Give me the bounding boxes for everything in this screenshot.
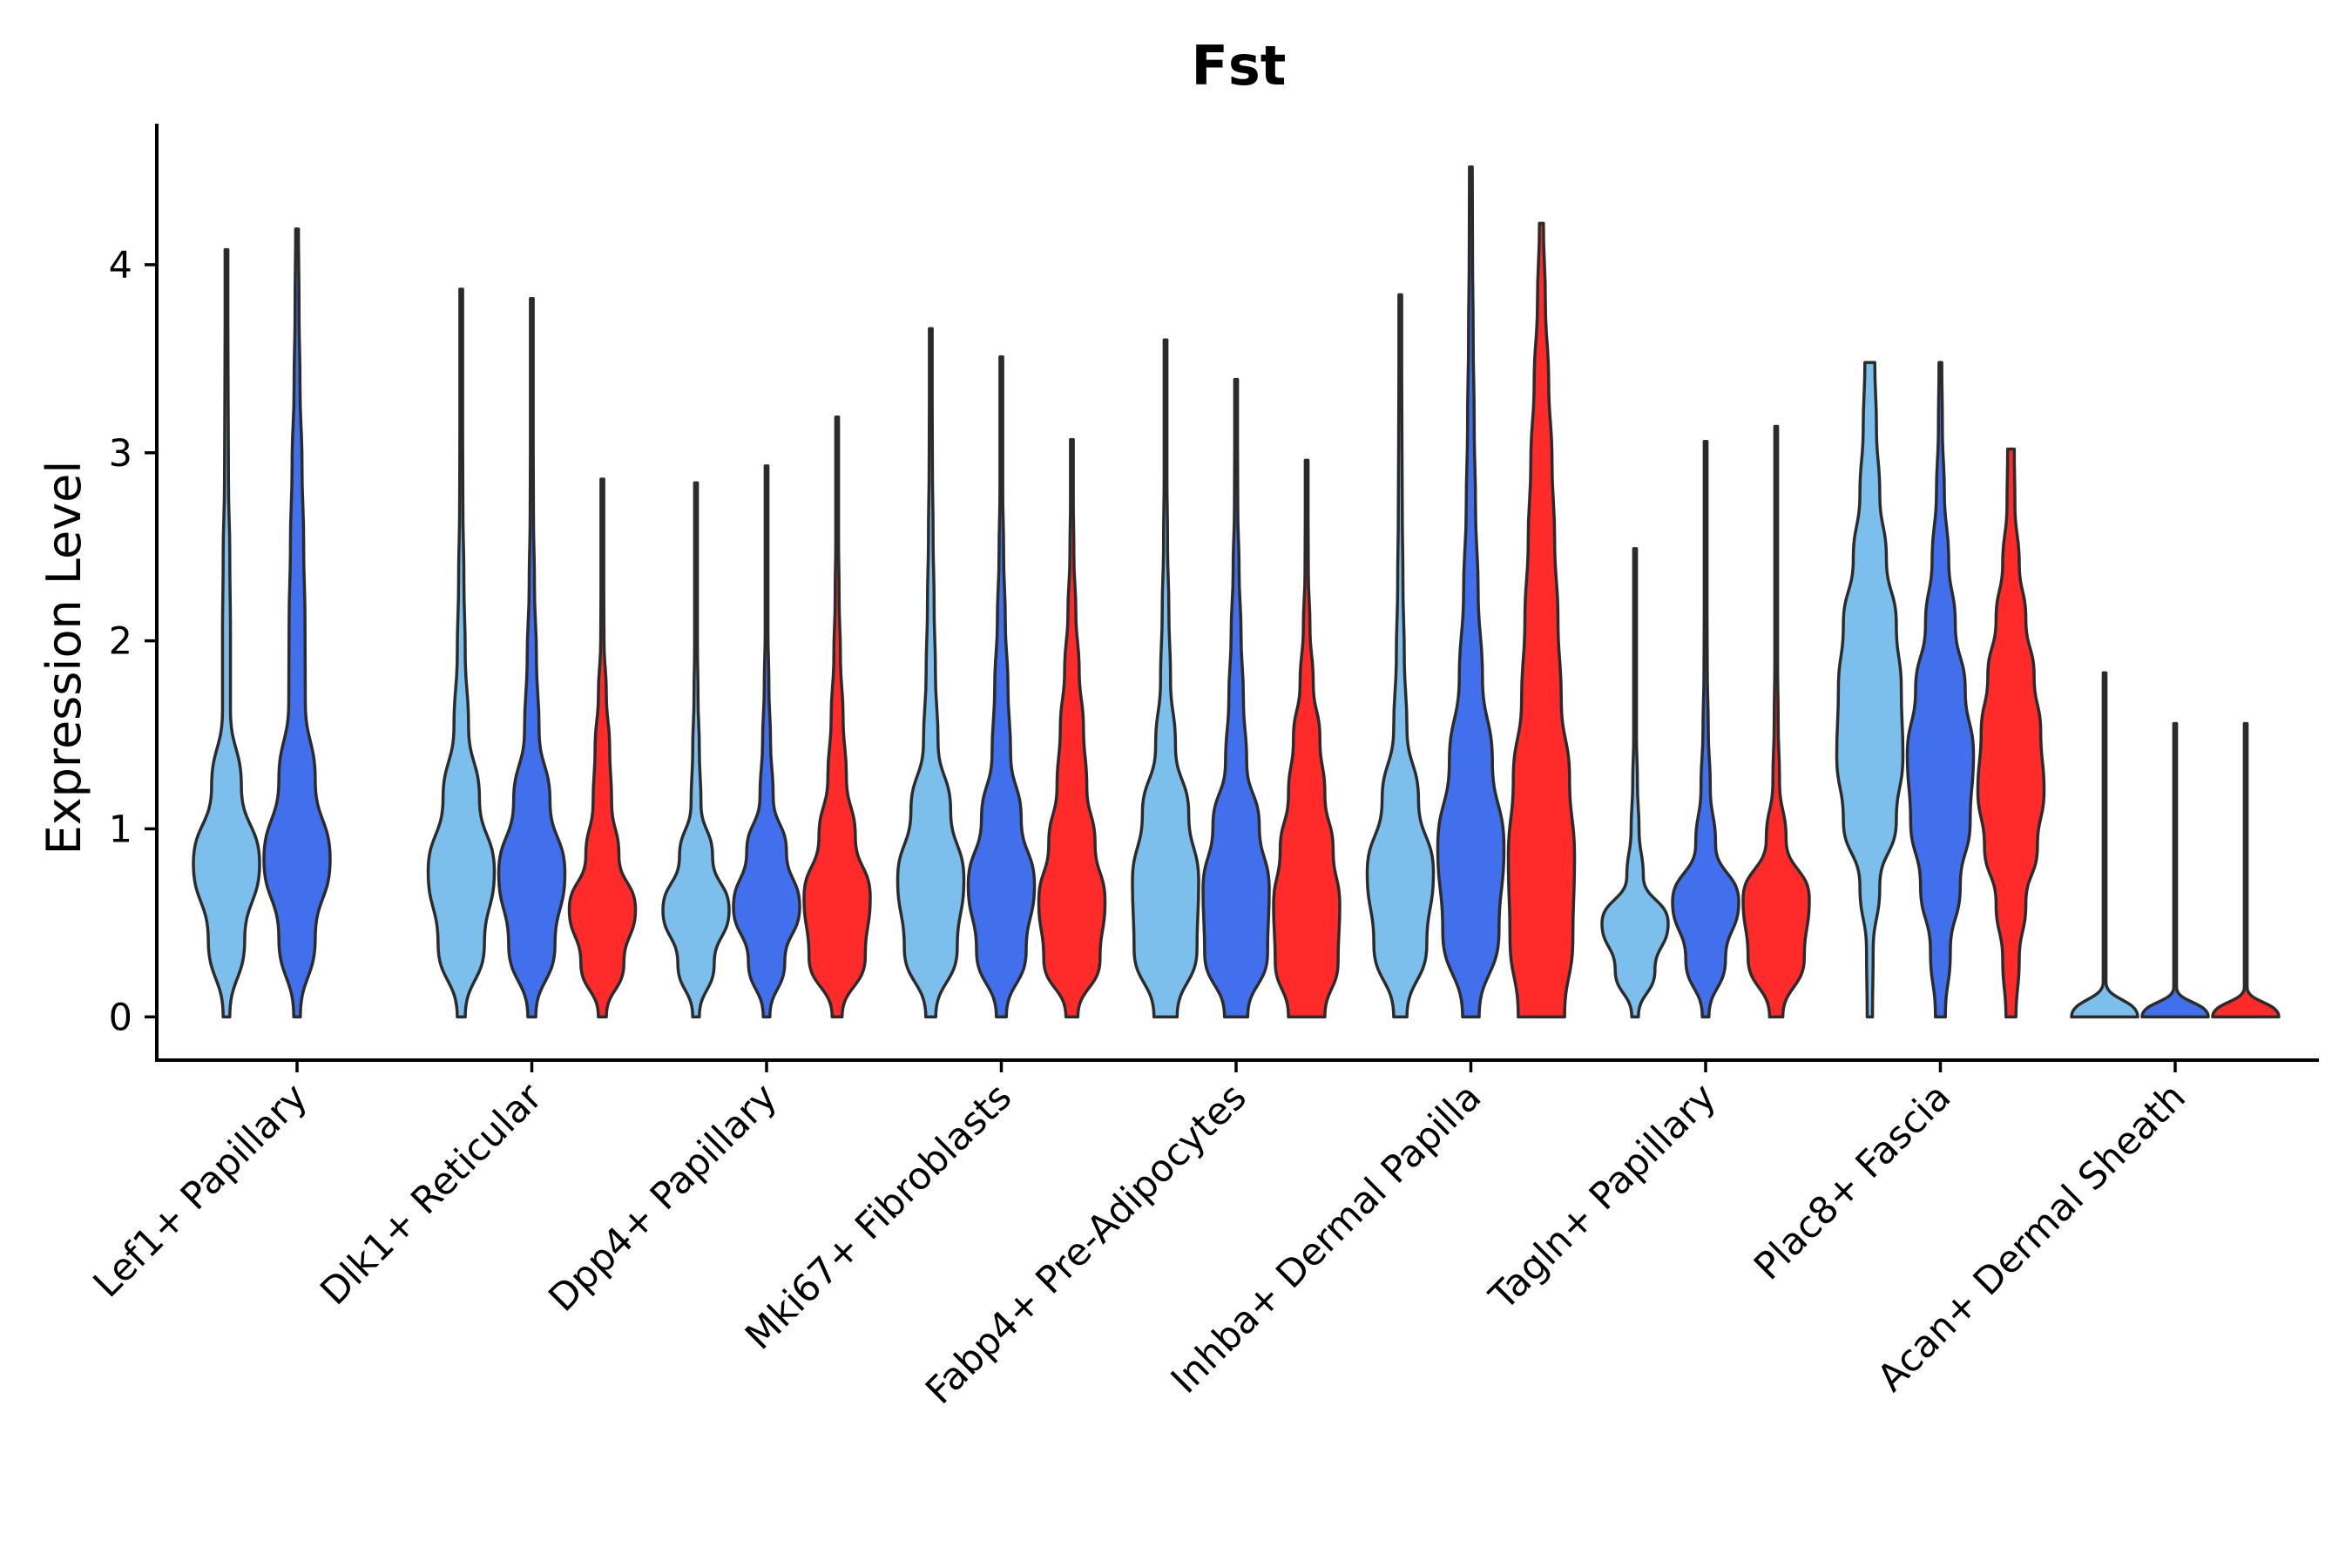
- y-tick-label: 4: [109, 244, 132, 287]
- violin-6-2: [1741, 424, 1811, 1019]
- violin-1-0: [426, 287, 497, 1019]
- x-tick-label: Plac8+ Fascia: [1746, 1075, 1959, 1288]
- violin-3-1: [966, 355, 1037, 1019]
- violin-4-0: [1131, 338, 1200, 1019]
- violin-2-0: [661, 481, 731, 1019]
- violin-4-2: [1272, 458, 1342, 1019]
- x-tick-label: Dlk1+ Reticular: [313, 1075, 551, 1314]
- violin-1-1: [497, 297, 567, 1019]
- y-tick-label: 1: [109, 808, 132, 851]
- violin-6-0: [1600, 547, 1670, 1019]
- y-tick-label: 2: [109, 620, 132, 664]
- violin-6-1: [1671, 440, 1740, 1019]
- violin-2-2: [802, 415, 872, 1019]
- y-axis-label: Expression Level: [37, 461, 91, 855]
- x-tick-label: Lef1+ Papillary: [85, 1075, 316, 1306]
- violin-1-2: [567, 477, 638, 1019]
- violin-2-1: [732, 464, 801, 1019]
- x-tick-label: Tagln+ Papillary: [1481, 1075, 1725, 1319]
- violin-4-1: [1201, 377, 1271, 1019]
- violin-8-1: [2140, 721, 2210, 1019]
- violin-7-2: [1976, 447, 2046, 1019]
- y-tick-label: 3: [109, 432, 132, 476]
- violin-8-2: [2211, 721, 2281, 1019]
- x-tick-label: Dpp4+ Papillary: [541, 1075, 786, 1320]
- violin-5-1: [1436, 165, 1506, 1019]
- violin-7-1: [1905, 361, 1976, 1019]
- violin-5-0: [1365, 293, 1436, 1019]
- violin-3-0: [896, 327, 966, 1019]
- y-tick-label: 0: [109, 996, 132, 1039]
- violin-5-2: [1506, 221, 1577, 1019]
- violins-layer: [192, 165, 2281, 1019]
- violin-3-2: [1037, 437, 1107, 1019]
- x-tick-label: Mki67+ Fibroblasts: [737, 1075, 1020, 1358]
- violin-0-1: [262, 227, 332, 1019]
- y-ticks: 0 1 2 3 4: [109, 244, 157, 1039]
- violin-7-0: [1835, 361, 1905, 1019]
- violin-8-0: [2070, 671, 2139, 1019]
- violin-0-0: [192, 247, 261, 1019]
- chart-title: Fst: [1192, 34, 1287, 98]
